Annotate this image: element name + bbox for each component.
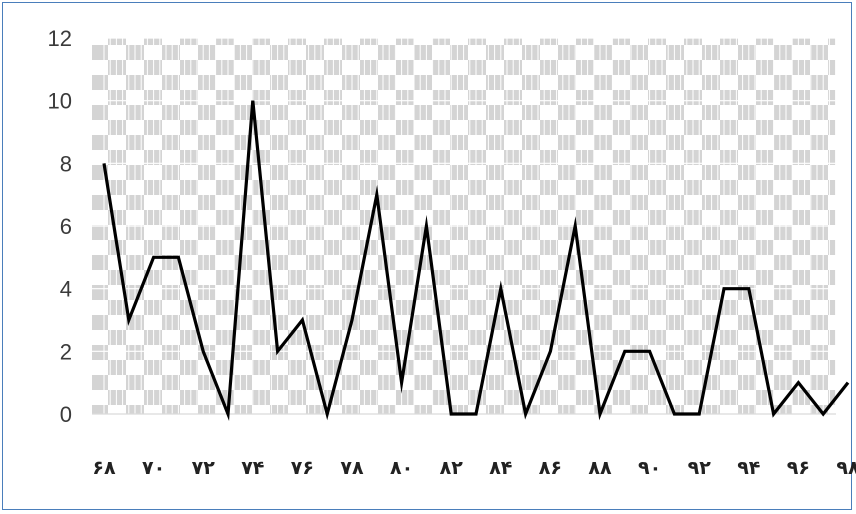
x-tick-label: ۸۲	[440, 457, 464, 479]
x-tick-label: ۹۲	[688, 457, 712, 479]
x-tick-label: ۹۰	[638, 457, 661, 479]
x-tick-label: ۸۴	[489, 457, 512, 479]
x-tick-label: ۸۰	[390, 457, 413, 479]
x-tick-label: ۹۴	[737, 457, 760, 479]
x-tick-label: ۷۴	[241, 457, 264, 479]
y-tick-label: 2	[60, 339, 72, 364]
y-tick-label: 6	[60, 214, 72, 239]
x-tick-label: ۷۰	[142, 457, 165, 479]
x-tick-label: ۷۸	[340, 457, 364, 479]
y-tick-label: 4	[60, 277, 72, 302]
x-tick-label: ۷۶	[291, 457, 314, 479]
y-tick-label: 0	[60, 402, 72, 427]
x-tick-label: ۹۶	[787, 457, 810, 479]
x-tick-label: ۸۸	[588, 457, 612, 479]
x-tick-label: ۶۸	[92, 457, 116, 479]
y-tick-label: 12	[48, 26, 72, 51]
gridlines	[92, 37, 837, 415]
y-tick-label: 10	[48, 89, 72, 114]
y-tick-label: 8	[60, 151, 72, 176]
x-tick-label: ۸۶	[539, 457, 562, 479]
x-axis-ticks: ۶۸ ۷۰ ۷۲ ۷۴ ۷۶ ۷۸ ۸۰ ۸۲ ۸۴ ۸۶ ۸۸ ۹۰ ۹۲ ۹۴ ۹۶ ۹۸	[92, 457, 856, 479]
x-tick-label: ۹۸	[836, 457, 856, 479]
series-line	[102, 100, 850, 422]
x-tick-label: ۷۲	[192, 457, 216, 479]
series-group	[102, 100, 850, 422]
y-axis-ticks: 0 2 4 6 8 10 12	[48, 26, 72, 427]
